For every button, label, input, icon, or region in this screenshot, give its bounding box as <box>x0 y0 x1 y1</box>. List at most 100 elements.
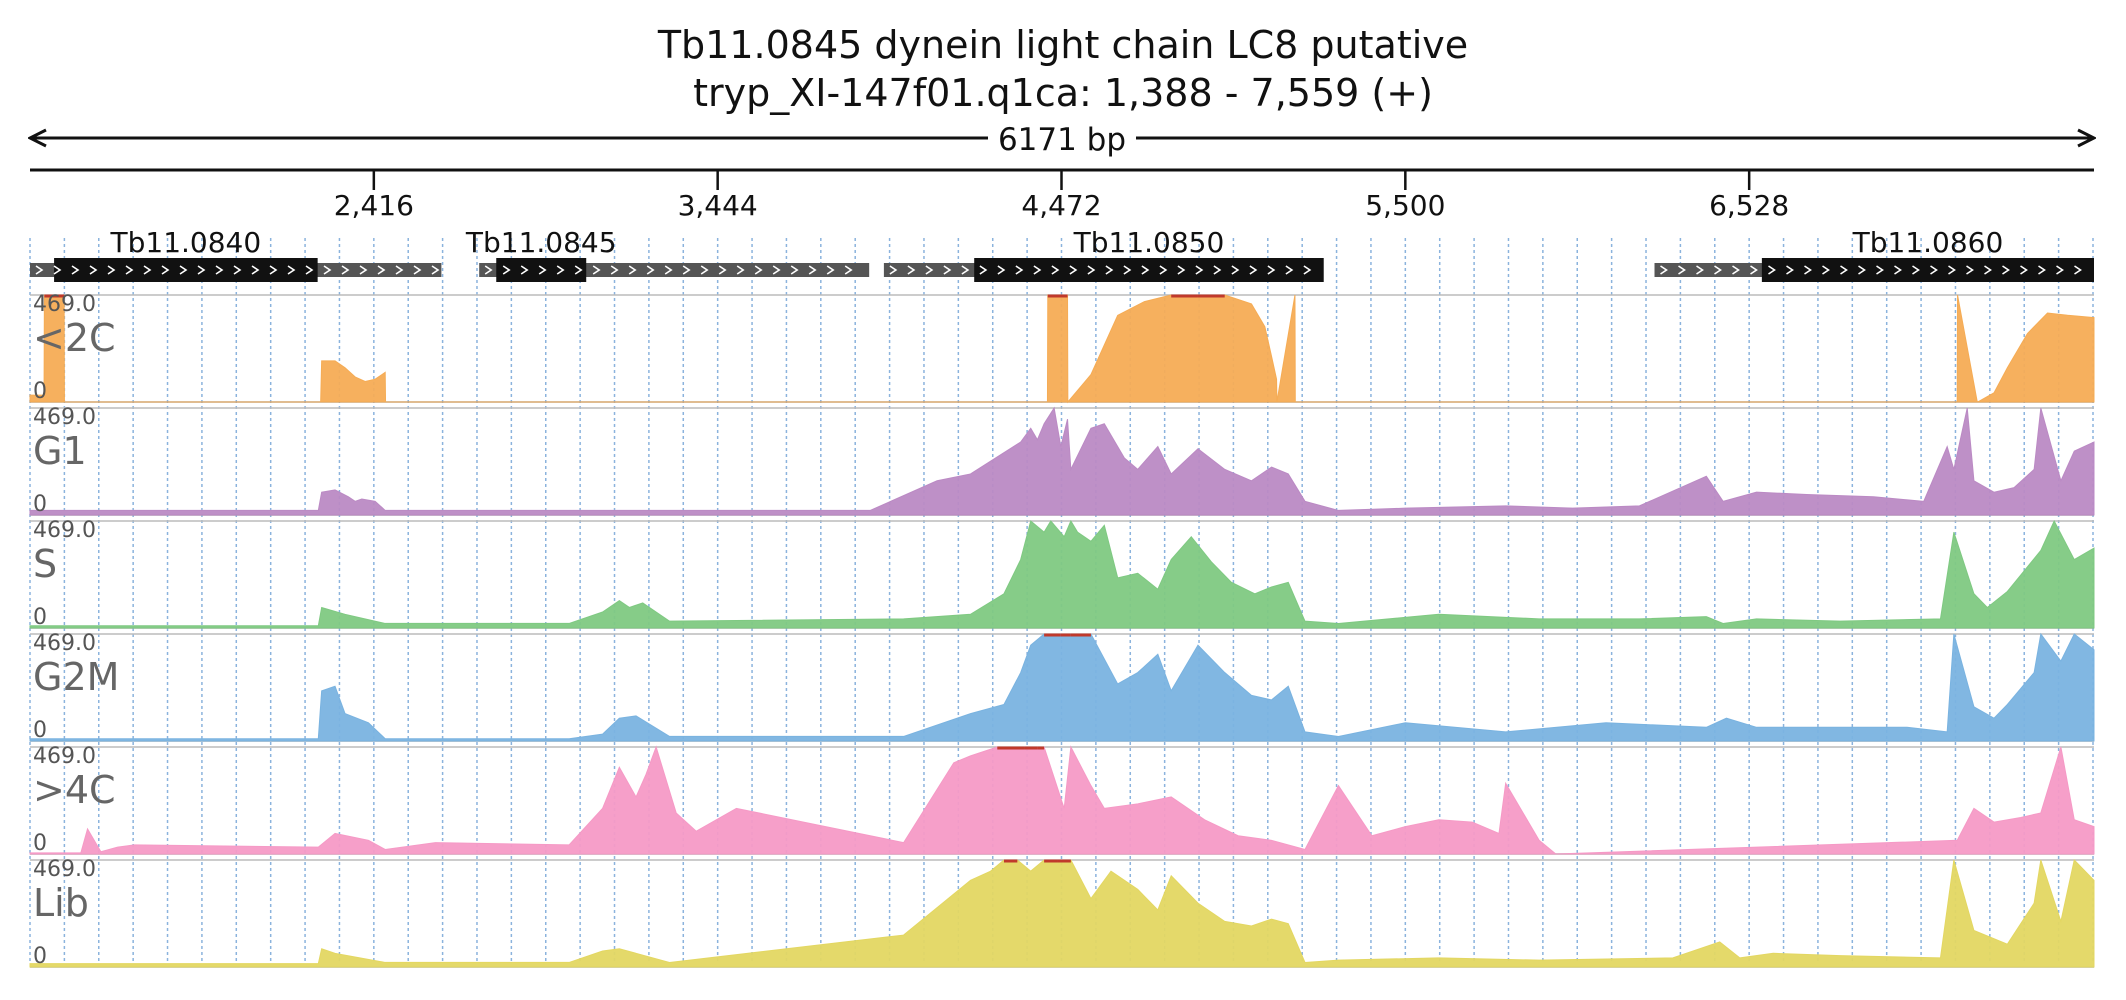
track-ymax-label: 469.0 <box>33 292 96 317</box>
track-name: >4C <box>33 768 116 812</box>
ruler-tick-label: 2,416 <box>334 189 414 222</box>
strand-arrow <box>556 265 565 275</box>
strand-arrow <box>107 265 116 275</box>
strand-arrow <box>574 265 583 275</box>
strand-arrow <box>700 265 709 275</box>
strand-arrow <box>1768 265 1776 275</box>
strand-arrow <box>610 265 619 275</box>
strand-arrow <box>1267 265 1276 275</box>
track-ymin-label: 0 <box>33 718 47 743</box>
strand-arrow <box>682 265 691 275</box>
strand-arrow <box>431 265 440 275</box>
strand-arrow <box>1786 265 1794 275</box>
strand-arrow <box>592 265 601 275</box>
strand-arrow <box>35 265 44 275</box>
coverage-area <box>29 519 2095 629</box>
gene-title: Tb11.0845 dynein light chain LC8 putativ… <box>657 23 1469 67</box>
coverage-area <box>29 294 2095 404</box>
strand-arrow <box>197 265 206 275</box>
strand-arrow <box>1033 265 1042 275</box>
strand-arrow <box>1141 265 1150 275</box>
strand-arrow <box>1015 265 1024 275</box>
coverage-area <box>29 406 2095 516</box>
strand-arrow <box>1984 265 1992 275</box>
track-ymin-label: 0 <box>33 379 47 404</box>
gene-label: Tb11.0840 <box>110 226 262 259</box>
strand-arrow <box>1876 265 1884 275</box>
coverage-area <box>29 745 2095 855</box>
strand-arrow <box>1750 265 1758 275</box>
strand-arrow <box>520 265 529 275</box>
strand-arrow <box>1069 265 1078 275</box>
strand-arrow <box>1948 265 1956 275</box>
strand-arrow <box>1087 265 1096 275</box>
strand-arrow <box>1822 265 1830 275</box>
strand-arrow <box>377 265 386 275</box>
strand-arrow <box>826 265 835 275</box>
strand-arrow <box>772 265 781 275</box>
strand-arrow <box>1285 265 1294 275</box>
strand-arrow <box>502 265 511 275</box>
track-ymax-label: 469.0 <box>33 631 96 656</box>
strand-arrow <box>215 265 224 275</box>
strand-arrow <box>2020 265 2028 275</box>
strand-arrow <box>718 265 727 275</box>
gene-label: Tb11.0860 <box>1852 226 2004 259</box>
strand-arrow <box>628 265 637 275</box>
track-ymin-label: 0 <box>33 831 47 856</box>
strand-arrow <box>233 265 242 275</box>
strand-arrow <box>997 265 1006 275</box>
strand-arrow <box>1678 265 1686 275</box>
strand-arrow <box>790 265 799 275</box>
strand-arrow <box>979 265 988 275</box>
strand-arrow <box>53 265 62 275</box>
strand-arrow <box>287 265 296 275</box>
strand-arrow <box>889 265 898 275</box>
strand-arrow <box>844 265 853 275</box>
ruler-tick-label: 5,500 <box>1365 189 1445 222</box>
strand-arrow <box>1660 265 1668 275</box>
strand-arrow <box>323 265 332 275</box>
coverage-area <box>29 632 2095 742</box>
track-ymax-label: 469.0 <box>33 405 96 430</box>
strand-arrow <box>1732 265 1740 275</box>
gene-label: Tb11.0845 <box>465 226 617 259</box>
track-ymin-label: 0 <box>33 492 47 517</box>
strand-arrow <box>961 265 970 275</box>
strand-arrow <box>646 265 655 275</box>
strand-arrow <box>808 265 817 275</box>
strand-arrow <box>538 265 547 275</box>
strand-arrow <box>1912 265 1920 275</box>
track-ymin-label: 0 <box>33 944 47 969</box>
ruler-tick-label: 3,444 <box>678 189 758 222</box>
strand-arrow <box>2038 265 2046 275</box>
strand-arrow <box>1195 265 1204 275</box>
strand-arrow <box>1123 265 1132 275</box>
strand-arrow <box>1303 265 1312 275</box>
coverage-area <box>29 858 2095 968</box>
strand-arrow <box>71 265 80 275</box>
track-ymax-label: 469.0 <box>33 744 96 769</box>
strand-arrow <box>1213 265 1222 275</box>
track-name: G2M <box>33 655 119 699</box>
ruler-tick-label: 6,528 <box>1709 189 1789 222</box>
strand-arrow <box>89 265 98 275</box>
strand-arrow <box>1159 265 1168 275</box>
strand-arrow <box>251 265 260 275</box>
track-ymax-label: 469.0 <box>33 857 96 882</box>
strand-arrow <box>341 265 350 275</box>
strand-arrow <box>1858 265 1866 275</box>
strand-arrow <box>2074 265 2082 275</box>
strand-arrow <box>1840 265 1848 275</box>
strand-arrow <box>179 265 188 275</box>
strand-arrow <box>1177 265 1186 275</box>
strand-arrow <box>1714 265 1722 275</box>
gene-label: Tb11.0850 <box>1073 226 1225 259</box>
strand-arrow <box>1804 265 1812 275</box>
track-name: Lib <box>33 881 89 925</box>
strand-arrow <box>1966 265 1974 275</box>
strand-arrow <box>943 265 952 275</box>
strand-arrow <box>1894 265 1902 275</box>
gene-cds <box>1761 258 2094 282</box>
